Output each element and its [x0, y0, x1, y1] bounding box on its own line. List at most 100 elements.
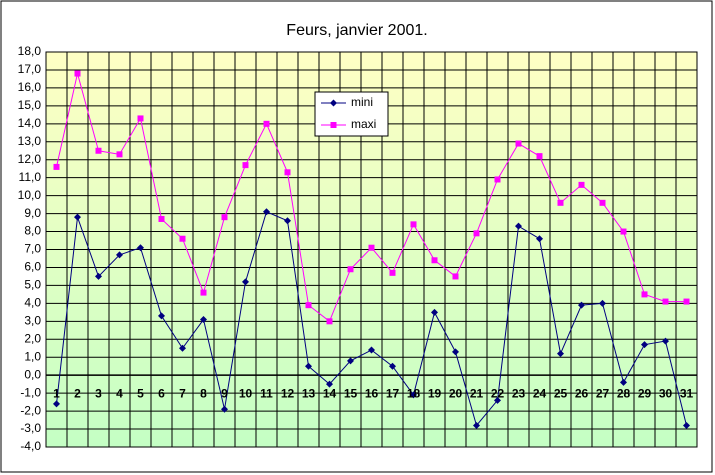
x-tick-label: 13 — [302, 386, 316, 400]
point — [263, 208, 270, 216]
point — [74, 70, 81, 77]
point — [410, 391, 417, 399]
point — [641, 291, 648, 298]
point — [179, 344, 186, 352]
point — [389, 362, 396, 370]
y-tick-label: -2,0 — [20, 403, 41, 417]
x-tick-label: 28 — [617, 386, 631, 400]
y-tick-label: 4,0 — [24, 296, 41, 310]
x-tick-label: 12 — [281, 386, 295, 400]
y-tick-label: -4,0 — [20, 439, 41, 453]
point — [347, 266, 354, 273]
point — [116, 251, 123, 259]
point — [662, 298, 669, 305]
point — [683, 421, 690, 429]
point — [284, 217, 291, 225]
point — [330, 122, 337, 128]
x-tick-label: 1 — [53, 386, 60, 400]
x-tick-label: 15 — [344, 386, 358, 400]
x-tick-label: 20 — [449, 386, 463, 400]
x-tick-label: 4 — [116, 386, 123, 400]
x-tick-label: 19 — [428, 386, 442, 400]
point — [242, 278, 249, 286]
x-tick-label: 8 — [200, 386, 207, 400]
point — [494, 176, 501, 183]
x-tick-label: 14 — [323, 386, 337, 400]
x-tick-label: 25 — [554, 386, 568, 400]
point — [221, 214, 228, 221]
y-tick-label: 6,0 — [24, 260, 41, 274]
point — [305, 302, 312, 309]
point — [368, 244, 375, 251]
x-tick-label: 27 — [596, 386, 610, 400]
x-tick-label: 6 — [158, 386, 165, 400]
point — [683, 298, 690, 305]
point — [599, 299, 606, 307]
point — [326, 318, 333, 325]
x-tick-label: 18 — [407, 386, 421, 400]
point — [515, 140, 522, 147]
point — [53, 163, 60, 170]
point — [242, 162, 249, 169]
point — [221, 405, 228, 413]
y-tick-label: 15,0 — [18, 98, 42, 112]
point — [578, 181, 585, 188]
y-tick-label: 13,0 — [18, 134, 42, 148]
x-tick-label: 10 — [239, 386, 253, 400]
point — [473, 230, 480, 237]
y-tick-label: 11,0 — [19, 170, 42, 184]
legend-label: maxi — [351, 117, 376, 131]
y-tick-label: 8,0 — [24, 224, 41, 238]
point — [137, 115, 144, 122]
y-tick-label: 12,0 — [18, 152, 42, 166]
point — [662, 337, 669, 345]
point — [158, 215, 165, 222]
point — [620, 378, 627, 386]
y-tick-label: 18,0 — [18, 44, 42, 58]
x-tick-label: 26 — [575, 386, 589, 400]
x-tick-label: 2 — [74, 386, 81, 400]
point — [452, 348, 459, 356]
point — [641, 341, 648, 349]
chart-title: Feurs, janvier 2001. — [286, 22, 427, 39]
legend — [314, 91, 389, 137]
x-tick-label: 5 — [137, 386, 144, 400]
point — [368, 346, 375, 354]
x-tick-label: 7 — [179, 386, 186, 400]
point — [515, 222, 522, 230]
point — [347, 357, 354, 365]
x-tick-label: 22 — [491, 386, 505, 400]
point — [116, 151, 123, 158]
y-tick-label: 2,0 — [24, 331, 41, 345]
point — [389, 269, 396, 276]
point — [179, 235, 186, 242]
point — [494, 396, 501, 404]
point — [137, 244, 144, 252]
point — [473, 421, 480, 429]
y-tick-label: 10,0 — [18, 188, 42, 202]
point — [452, 273, 459, 280]
point — [557, 199, 564, 206]
x-tick-label: 9 — [221, 386, 228, 400]
y-tick-label: 9,0 — [24, 206, 41, 220]
x-tick-label: 23 — [512, 386, 526, 400]
point — [578, 301, 585, 309]
point — [263, 120, 270, 127]
series-group — [53, 70, 690, 429]
point — [431, 308, 438, 316]
point — [53, 400, 60, 408]
x-tick-label: 29 — [638, 386, 652, 400]
point — [158, 312, 165, 320]
x-tick-label: 30 — [659, 386, 673, 400]
point — [599, 199, 606, 206]
point — [431, 257, 438, 264]
point — [326, 380, 333, 388]
point — [620, 228, 627, 235]
y-tick-label: 7,0 — [24, 242, 41, 256]
x-tick-label: 21 — [470, 386, 484, 400]
point — [74, 213, 81, 221]
point — [536, 153, 543, 160]
point — [200, 316, 207, 324]
